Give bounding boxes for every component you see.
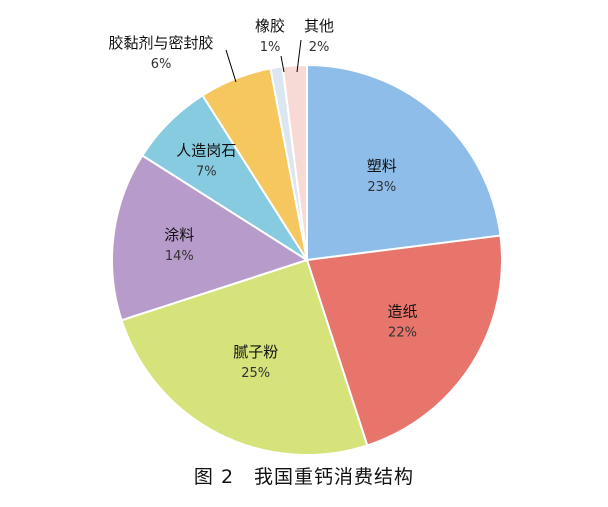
figure-caption: 图 2 我国重钙消费结构: [193, 466, 415, 488]
leader-line: [280, 55, 285, 73]
slice-value-label: 14%: [165, 249, 194, 264]
slice-value-label: 7%: [196, 164, 217, 179]
slice-value-label: 22%: [388, 326, 417, 341]
slice-value-label: 25%: [241, 366, 270, 381]
slice-label: 胶黏剂与密封胶: [108, 34, 213, 52]
slice-label: 其他: [304, 17, 334, 35]
pie-slice: [111, 154, 310, 322]
slice-label: 人造岗石: [176, 141, 236, 159]
slice-label: 塑料: [367, 157, 397, 175]
leader-line: [225, 49, 237, 83]
leader-line: [296, 39, 302, 73]
slice-label: 造纸: [387, 303, 417, 321]
slice-label: 腻子粉: [233, 343, 278, 361]
slice-value-label: 23%: [367, 180, 396, 195]
pie-slice: [305, 234, 503, 447]
pie-slice: [306, 63, 502, 262]
slice-value-label: 1%: [260, 40, 281, 55]
slice-value-label: 2%: [309, 40, 330, 55]
slice-value-label: 6%: [151, 57, 172, 72]
pie-slice: [120, 258, 369, 456]
slice-label: 涂料: [164, 226, 194, 244]
slice-label: 橡胶: [255, 17, 285, 35]
pie-chart: 塑料 23% 造纸 22% 腻子粉 25% 涂料 14% 人造岗石 7% 胶黏剂与密封胶 6% 橡胶 1%…: [108, 17, 503, 456]
